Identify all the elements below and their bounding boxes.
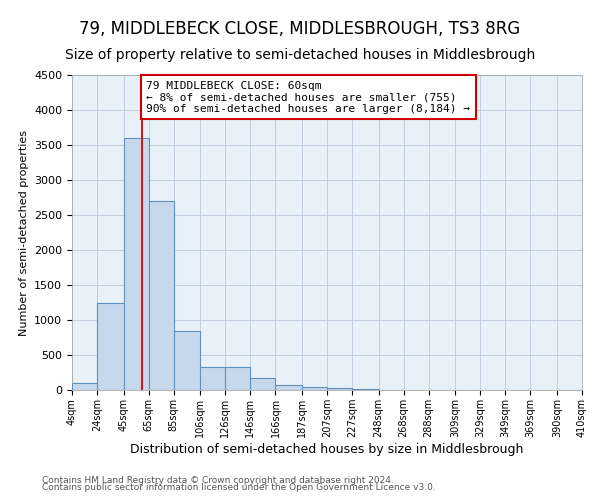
Bar — [352, 389, 379, 390]
Bar — [275, 385, 302, 390]
Bar — [250, 378, 275, 390]
Bar — [97, 302, 124, 390]
Bar — [174, 330, 200, 390]
Y-axis label: Number of semi-detached properties: Number of semi-detached properties — [19, 130, 29, 336]
Bar — [72, 383, 97, 390]
Text: Size of property relative to semi-detached houses in Middlesbrough: Size of property relative to semi-detach… — [65, 48, 535, 62]
Text: Contains HM Land Registry data © Crown copyright and database right 2024.: Contains HM Land Registry data © Crown c… — [42, 476, 394, 485]
Bar — [149, 201, 174, 390]
Bar — [225, 367, 250, 390]
Text: 79, MIDDLEBECK CLOSE, MIDDLESBROUGH, TS3 8RG: 79, MIDDLEBECK CLOSE, MIDDLESBROUGH, TS3… — [79, 20, 521, 38]
Bar — [327, 388, 352, 390]
Bar — [124, 138, 149, 390]
X-axis label: Distribution of semi-detached houses by size in Middlesbrough: Distribution of semi-detached houses by … — [130, 442, 524, 456]
Bar — [200, 367, 225, 390]
Text: 79 MIDDLEBECK CLOSE: 60sqm
← 8% of semi-detached houses are smaller (755)
90% of: 79 MIDDLEBECK CLOSE: 60sqm ← 8% of semi-… — [146, 80, 470, 114]
Text: Contains public sector information licensed under the Open Government Licence v3: Contains public sector information licen… — [42, 484, 436, 492]
Bar — [302, 386, 327, 390]
